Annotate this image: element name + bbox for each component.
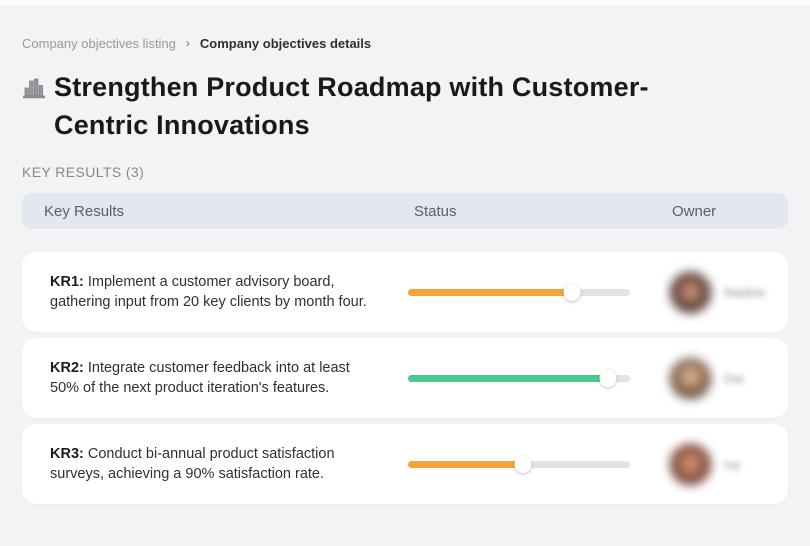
breadcrumb-item-details: Company objectives details bbox=[199, 36, 372, 51]
progress-slider[interactable] bbox=[408, 369, 630, 387]
kr-text: Conduct bi-annual product satisfaction s… bbox=[50, 446, 335, 482]
progress-slider[interactable] bbox=[408, 455, 630, 473]
kr-label: KR2: bbox=[50, 360, 84, 376]
owner-name: Dai bbox=[724, 370, 744, 386]
kr-text: Implement a customer advisory board, gat… bbox=[50, 274, 367, 310]
buildings-icon bbox=[22, 76, 46, 100]
avatar bbox=[670, 357, 711, 399]
key-results-list: KR1: Implement a customer advisory board… bbox=[22, 252, 788, 504]
kr-description: KR1: Implement a customer advisory board… bbox=[22, 258, 408, 326]
progress-fill bbox=[408, 460, 524, 468]
avatar bbox=[670, 271, 711, 313]
owner-cell: Ivy bbox=[670, 443, 788, 485]
page-content: Company objectives listing › Company obj… bbox=[0, 6, 810, 504]
progress-fill bbox=[408, 374, 608, 382]
top-strip bbox=[0, 0, 810, 6]
owner-name: Nadine bbox=[724, 284, 766, 300]
column-header-status: Status bbox=[414, 202, 457, 220]
breadcrumb-item-listing[interactable]: Company objectives listing bbox=[22, 36, 176, 51]
status-cell bbox=[408, 369, 670, 387]
progress-thumb[interactable] bbox=[563, 283, 581, 301]
owner-cell: Dai bbox=[670, 357, 788, 399]
avatar bbox=[670, 443, 711, 485]
kr-text: Integrate customer feedback into at leas… bbox=[50, 360, 350, 396]
progress-thumb[interactable] bbox=[599, 369, 617, 387]
kr-label: KR1: bbox=[50, 274, 84, 290]
chevron-right-icon: › bbox=[185, 35, 190, 50]
owner-cell: Nadine bbox=[670, 271, 788, 313]
breadcrumb: Company objectives listing › Company obj… bbox=[22, 35, 788, 52]
kr-description: KR3: Conduct bi-annual product satisfact… bbox=[22, 430, 408, 498]
page-title: Strengthen Product Roadmap with Customer… bbox=[54, 72, 649, 140]
progress-thumb[interactable] bbox=[514, 455, 532, 473]
title-row: Strengthen Product Roadmap with Customer… bbox=[22, 68, 788, 144]
table-row[interactable]: KR2: Integrate customer feedback into at… bbox=[22, 338, 788, 418]
column-header-key-results: Key Results bbox=[44, 202, 125, 220]
progress-slider[interactable] bbox=[408, 283, 630, 301]
kr-label: KR3: bbox=[50, 446, 84, 462]
table-row[interactable]: KR1: Implement a customer advisory board… bbox=[22, 252, 788, 332]
table-header: Key Results Status Owner bbox=[22, 193, 788, 229]
kr-description: KR2: Integrate customer feedback into at… bbox=[22, 344, 408, 412]
column-header-owner: Owner bbox=[672, 202, 717, 220]
owner-name: Ivy bbox=[724, 456, 741, 472]
status-cell bbox=[408, 283, 670, 301]
status-cell bbox=[408, 455, 670, 473]
progress-fill bbox=[408, 288, 573, 296]
table-row[interactable]: KR3: Conduct bi-annual product satisfact… bbox=[22, 424, 788, 504]
key-results-section-label: KEY RESULTS (3) bbox=[22, 164, 145, 180]
